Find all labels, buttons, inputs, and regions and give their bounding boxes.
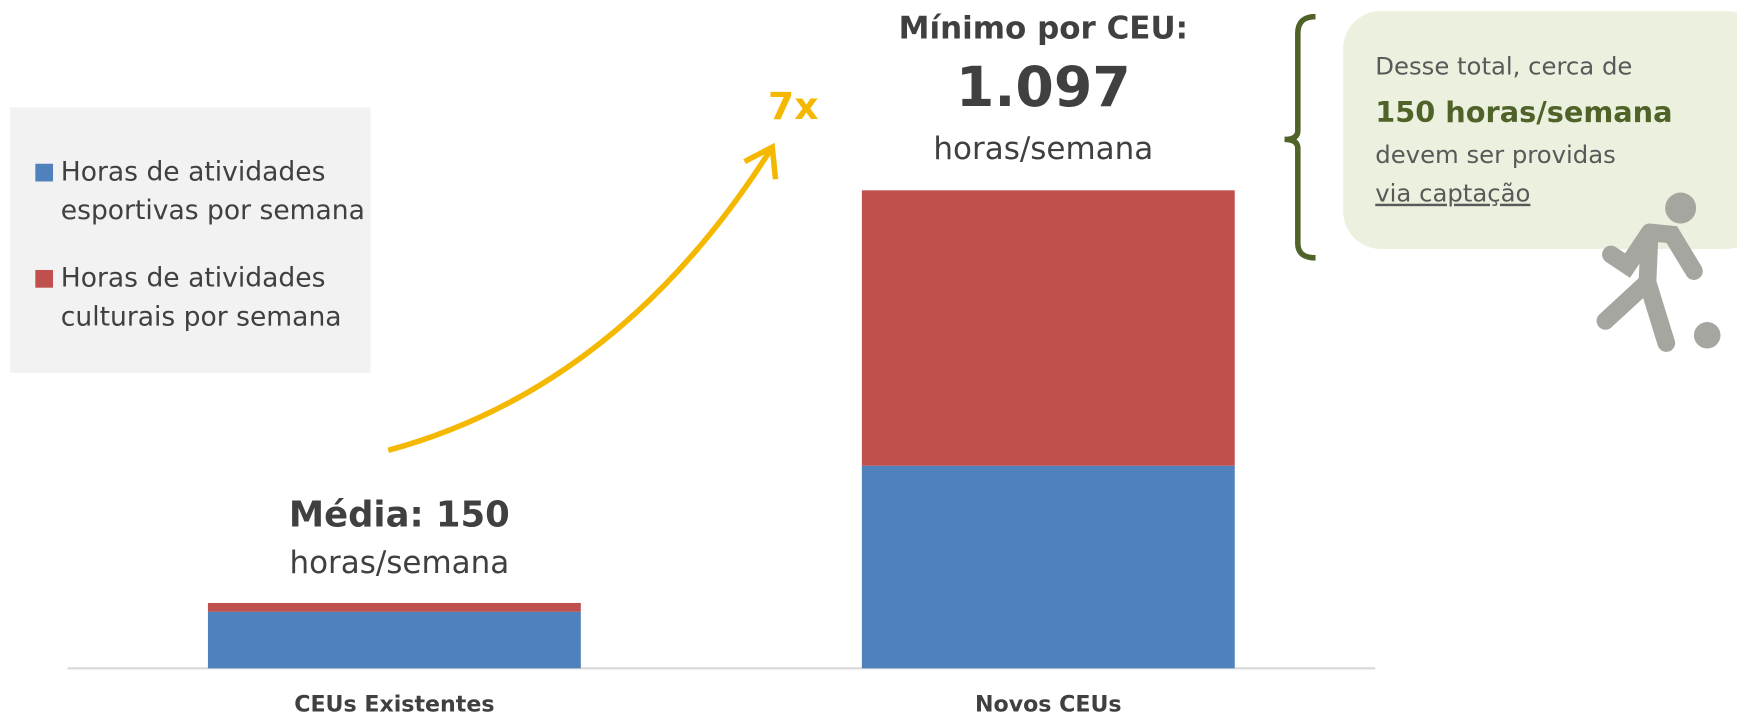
bar-segment (861, 465, 1235, 669)
arrow-head (743, 142, 779, 180)
note-text: Desse total, cerca de (1375, 51, 1632, 80)
x-tick-label: Novos CEUs (975, 691, 1122, 717)
note-text: via captação (1375, 179, 1530, 208)
legend-entry: Horas de atividades esportivas por seman… (60, 156, 365, 226)
note-text: devem ser providas (1375, 140, 1616, 169)
legend-label: Horas de atividades culturais por semana (60, 262, 342, 332)
annotation: Mínimo por CEU: (899, 10, 1188, 46)
note-highlight: 150 horas/semana (1375, 95, 1672, 129)
bar-segment (207, 611, 581, 669)
annotation: horas/semana (289, 545, 509, 581)
legend-entry: Horas de atividades culturais por semana (60, 262, 342, 332)
growth-arrow (387, 145, 775, 454)
legend-label: Horas de atividades esportivas por seman… (60, 156, 365, 226)
bar-segment (861, 190, 1235, 466)
legend-box (9, 107, 371, 373)
annotation: Média: 150 (289, 495, 510, 536)
growth-label: 7x (768, 84, 818, 128)
note-box (1343, 11, 1737, 249)
legend-swatch (35, 163, 54, 182)
annotation: 1.097 (956, 56, 1131, 120)
annotation: horas/semana (933, 131, 1153, 167)
player-icon (1596, 192, 1721, 352)
x-tick-label: CEUs Existentes (294, 691, 494, 717)
legend-swatch (35, 269, 54, 288)
bar-segment (207, 602, 581, 612)
bracket (1284, 13, 1316, 261)
